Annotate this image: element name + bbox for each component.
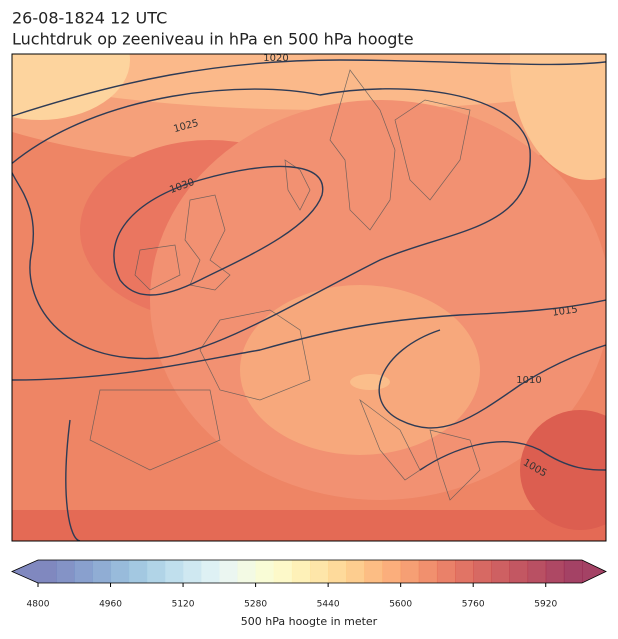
map-frame xyxy=(11,53,607,542)
colorbar-tick-label: 5600 xyxy=(389,600,412,610)
colorbar-segment xyxy=(527,560,547,583)
colorbar-segment xyxy=(56,560,75,583)
isobar-label: 1010 xyxy=(516,375,541,386)
colorbar-segment xyxy=(255,560,275,583)
colorbar-segment xyxy=(364,560,384,583)
colorbar-extend-low xyxy=(12,560,38,583)
colorbar-segment xyxy=(455,560,474,583)
colorbar-segment xyxy=(545,560,565,583)
colorbar-segment xyxy=(418,560,438,583)
colorbar-segment xyxy=(164,560,184,583)
colorbar-extend-high xyxy=(582,560,606,583)
colorbar-segment xyxy=(38,560,57,583)
colorbar-segment xyxy=(436,560,456,583)
map: 1020 1025 1030 1015 1010 1005 xyxy=(12,53,606,541)
height-fill xyxy=(12,510,606,541)
height-fill xyxy=(240,285,480,455)
colorbar-segment xyxy=(110,560,130,583)
colorbar-segment xyxy=(382,560,402,583)
colorbar-tick-label: 4960 xyxy=(99,600,122,610)
height-fill xyxy=(350,374,390,390)
colorbar-tick-label: 5440 xyxy=(317,600,340,610)
height-fill xyxy=(520,410,606,530)
colorbar-segment xyxy=(473,560,492,583)
colorbar-segment xyxy=(146,560,166,583)
colorbar: 4800 4960 5120 5280 5440 5600 5760 5920 xyxy=(11,559,607,610)
colorbar-segment xyxy=(563,560,583,583)
colorbar-segment xyxy=(291,560,311,583)
map-title: Luchtdruk op zeeniveau in hPa en 500 hPa… xyxy=(12,30,414,49)
colorbar-segment xyxy=(346,560,365,583)
colorbar-label: 500 hPa hoogte in meter xyxy=(241,615,378,628)
date-title: 26-08-1824 12 UTC xyxy=(12,9,167,28)
colorbar-segment xyxy=(201,560,220,583)
height-fill xyxy=(510,54,606,180)
colorbar-segment xyxy=(310,560,329,583)
colorbar-tick-label: 5920 xyxy=(534,600,557,610)
isobar-label: 1020 xyxy=(263,53,288,64)
colorbar-tick-label: 5760 xyxy=(462,600,485,610)
colorbar-segment xyxy=(491,560,510,583)
colorbar-segment xyxy=(509,560,529,583)
colorbar-segment xyxy=(400,560,420,583)
colorbar-segment xyxy=(128,560,148,583)
colorbar-segment xyxy=(328,560,347,583)
colorbar-segment xyxy=(92,560,112,583)
colorbar-segment xyxy=(74,560,93,583)
colorbar-segment xyxy=(237,560,257,583)
isobar-label: 1015 xyxy=(552,304,579,318)
height-fill xyxy=(12,54,130,120)
colorbar-tick-label: 4800 xyxy=(27,600,50,610)
colorbar-segment xyxy=(183,560,202,583)
colorbar-segment xyxy=(219,560,238,583)
colorbar-tick-label: 5280 xyxy=(244,600,267,610)
colorbar-segment xyxy=(273,560,293,583)
colorbar-outline xyxy=(11,559,607,584)
colorbar-tick-label: 5120 xyxy=(172,600,195,610)
